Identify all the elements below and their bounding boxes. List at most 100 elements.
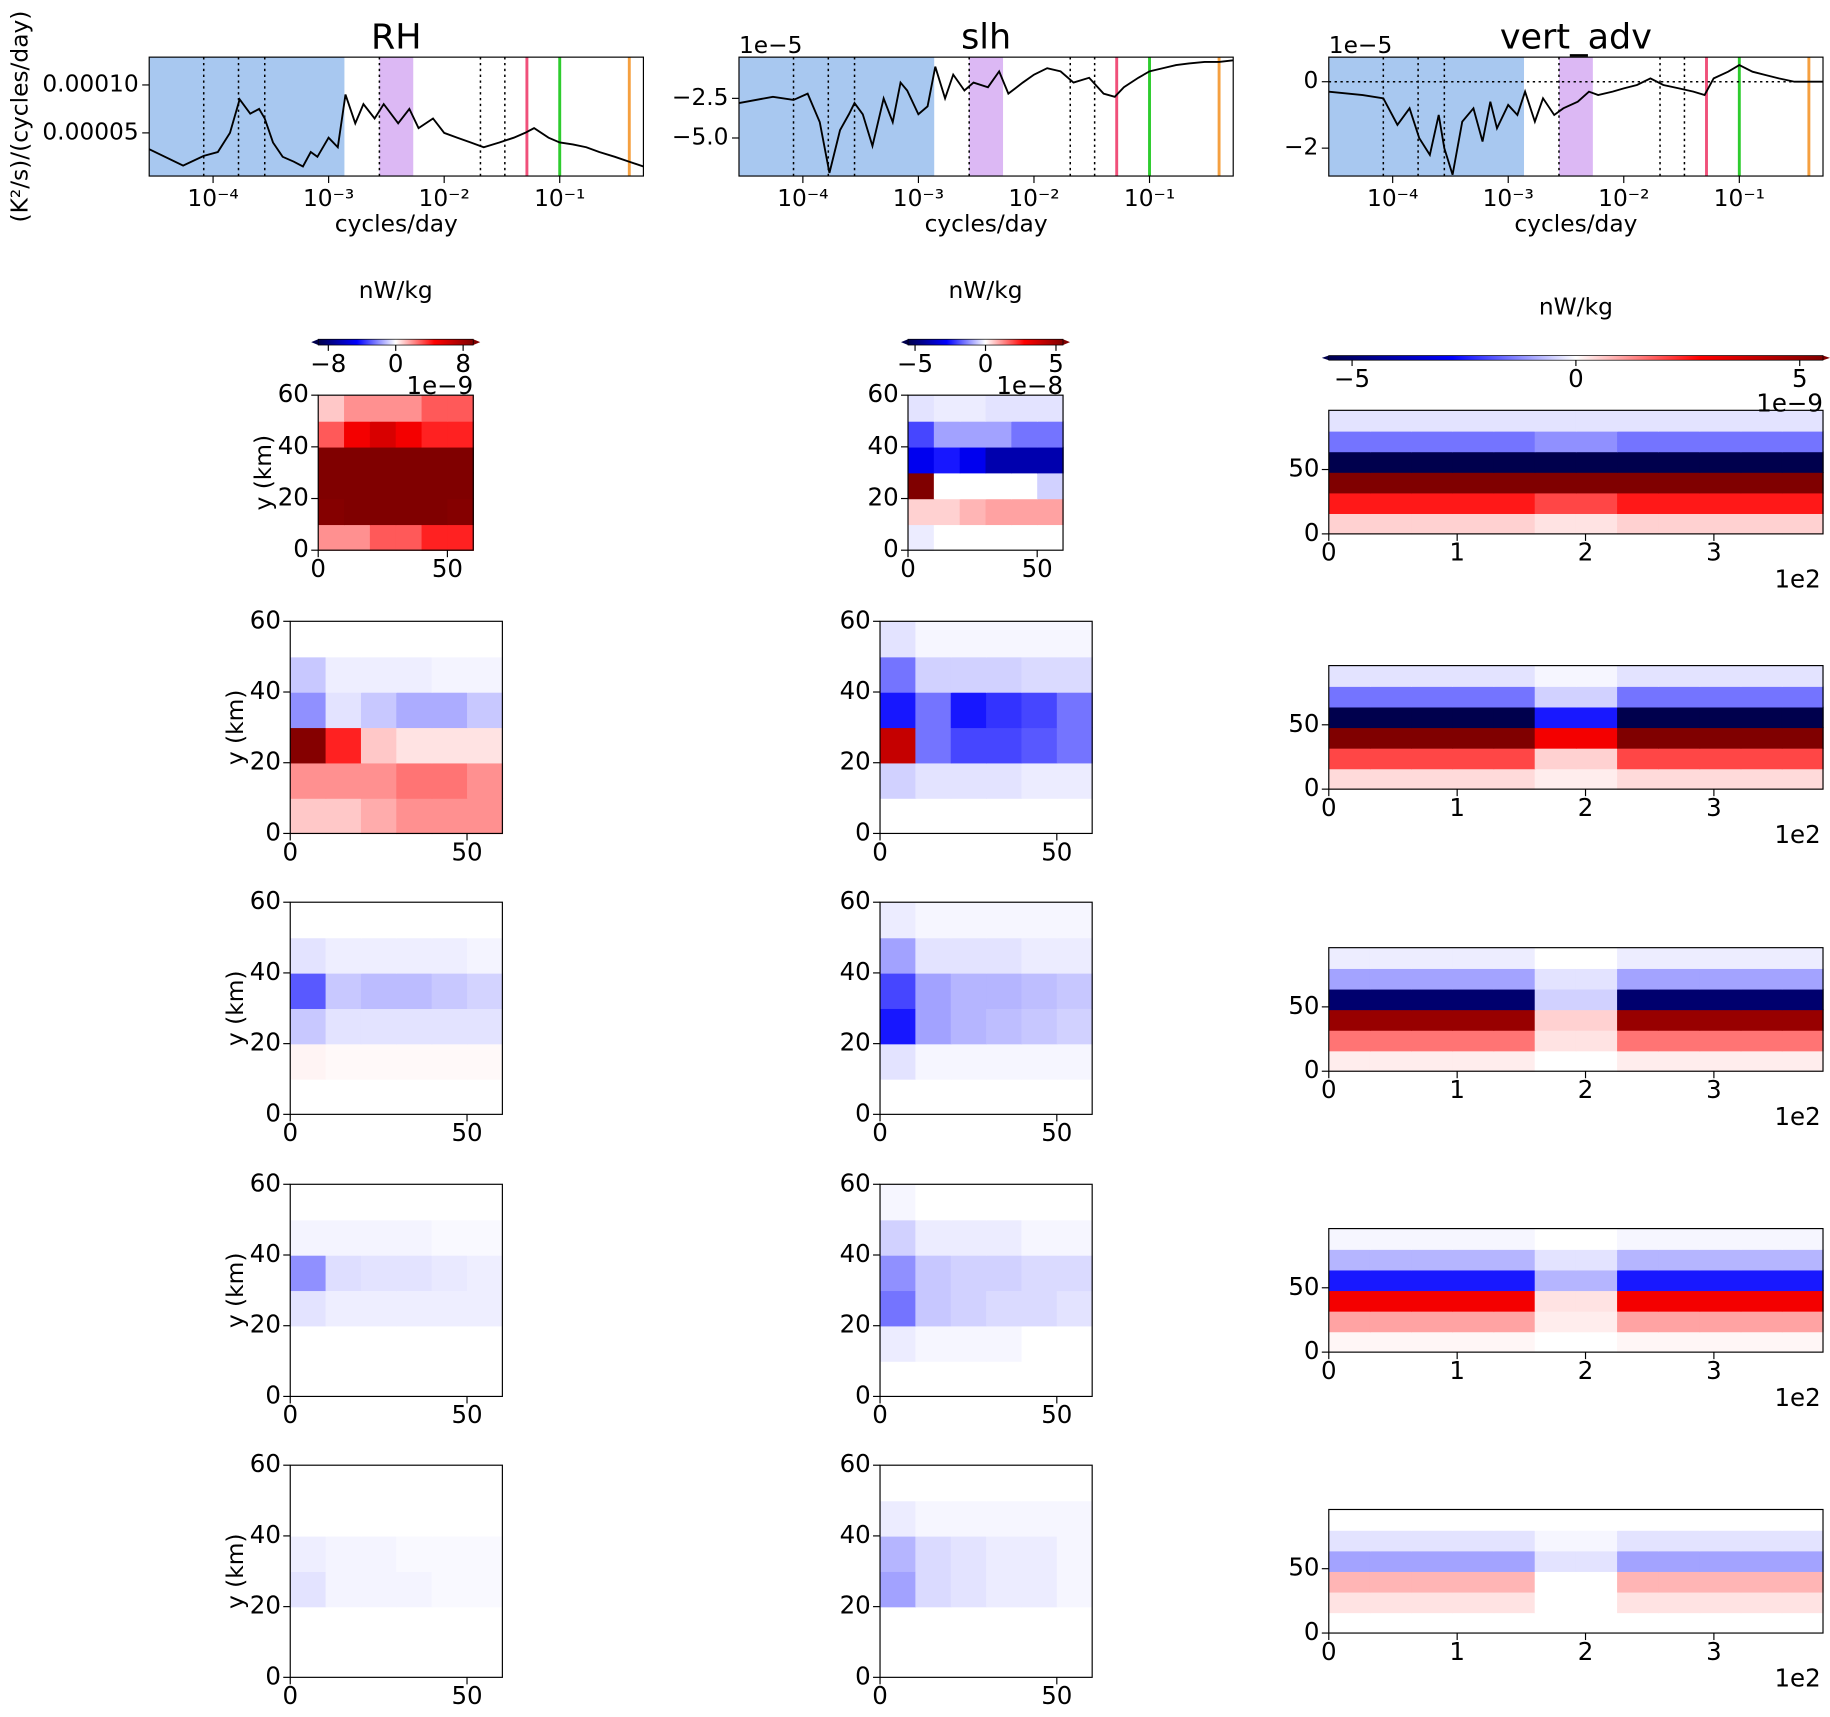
- heatmap-cell: [1328, 1228, 1371, 1250]
- heatmap-cell: [1658, 1228, 1701, 1250]
- heatmap-cell: [1781, 747, 1824, 770]
- heatmap-cell: [1011, 446, 1038, 474]
- heatmap-cell: [950, 1361, 987, 1398]
- heatmap-cell: [290, 1535, 327, 1572]
- heatmap-cell: [1011, 524, 1038, 551]
- heatmap-cell: [1411, 1509, 1454, 1531]
- heatmap-cell: [1781, 768, 1824, 790]
- heatmap-cell: [1452, 410, 1495, 432]
- heatmap-cell: [1575, 1050, 1618, 1072]
- heatmap-cell: [360, 621, 398, 658]
- heatmap-cell: [396, 1219, 433, 1256]
- band-span: [1328, 57, 1525, 177]
- heatmap-cell: [290, 1255, 327, 1292]
- heatmap-cell: [467, 798, 504, 835]
- heatmap-cell: [950, 798, 987, 835]
- heatmap-cell: [1740, 513, 1783, 535]
- heatmap-cell: [1617, 430, 1659, 453]
- heatmap-cell: [880, 1641, 917, 1679]
- heatmap-cell: [986, 798, 1023, 835]
- heatmap-cell: [880, 937, 917, 974]
- heatmap-cell: [421, 472, 449, 500]
- heatmap-cell: [1575, 1612, 1618, 1634]
- heatmap-cell: [880, 1078, 917, 1116]
- heatmap-cell: [467, 902, 504, 939]
- heatmap-panel: 0 50 0 20 40 60: [840, 886, 1093, 1147]
- heatmap-cell: [915, 1361, 952, 1398]
- heatmap-panel: 0 50 0 20 40 60y (km) −8 0 8 nW/kg 1e−9: [250, 277, 481, 583]
- heatmap-cell: [1658, 492, 1701, 514]
- heatmap-cell: [915, 798, 952, 835]
- y-tick-label: 0.00010: [42, 70, 138, 97]
- heatmap-cell: [1493, 968, 1536, 990]
- heatmap-cell: [1781, 1269, 1824, 1292]
- heatmap-cell: [1056, 727, 1093, 764]
- heatmap-cell: [344, 472, 371, 500]
- heatmap-cell: [1575, 1550, 1618, 1572]
- band-span: [379, 57, 414, 177]
- heatmap-cell: [431, 762, 468, 799]
- heatmap-cell: [986, 1290, 1023, 1327]
- x-tick-label: 0: [1321, 1637, 1337, 1666]
- heatmap-cell: [986, 1219, 1023, 1256]
- heatmap-cell: [1369, 727, 1412, 749]
- heatmap-cell: [1658, 1030, 1701, 1052]
- spectrum-panel: 10⁻⁴ 10⁻³ 10⁻² 10⁻¹ 0.00005 0.00010 RH cycles/d…: [6, 11, 644, 237]
- heatmap-cell: [290, 937, 327, 974]
- heatmap-cell: [1617, 513, 1659, 535]
- heatmap-cell: [915, 1184, 952, 1221]
- x-tick-label: 10⁻²: [1008, 185, 1059, 212]
- heatmap-panel: 0 50 0 20 40 60−5 0 5 nW/kg 1e−8: [868, 277, 1071, 583]
- heatmap-cell: [915, 1219, 952, 1256]
- heatmap-cell: [1699, 1009, 1742, 1031]
- y-tick-label: 0.00005: [42, 118, 138, 145]
- heatmap-cell: [1411, 1030, 1454, 1052]
- heatmap-cell: [1658, 1310, 1701, 1333]
- heatmap-cell: [1575, 1030, 1618, 1052]
- y-tick-label: 50: [1288, 1272, 1319, 1301]
- heatmap-cell: [1699, 768, 1742, 790]
- heatmap-cell: [1411, 768, 1454, 790]
- heatmap-cell: [1328, 947, 1371, 969]
- heatmap-cell: [1411, 1310, 1454, 1333]
- x-tick-label: 3: [1706, 1075, 1722, 1104]
- heatmap-cell: [325, 1078, 362, 1116]
- heatmap-cell: [396, 692, 433, 729]
- heatmap-cell: [1056, 1535, 1093, 1572]
- heatmap-cell: [1699, 968, 1742, 990]
- heatmap-cell: [1699, 1310, 1742, 1333]
- heatmap-cell: [1534, 1612, 1577, 1634]
- heatmap-cell: [950, 902, 987, 939]
- heatmap-cell: [325, 1325, 362, 1362]
- offset-text: 1e−5: [739, 32, 803, 59]
- heatmap-cell: [325, 1219, 362, 1256]
- heatmap-cell: [1740, 747, 1783, 770]
- heatmap-cell: [1658, 706, 1701, 729]
- y-tick-label: 20: [250, 747, 281, 776]
- heatmap-cell: [986, 727, 1023, 764]
- x-tick-label: 50: [1041, 837, 1072, 866]
- heatmap-cell: [1781, 1050, 1824, 1072]
- heatmap-cell: [986, 762, 1023, 799]
- heatmap-cell: [1658, 1269, 1701, 1292]
- heatmap-cell: [1740, 492, 1783, 514]
- heatmap-cell: [1617, 747, 1659, 770]
- x-tick-label: 0: [872, 1118, 888, 1147]
- heatmap-cell: [1617, 1571, 1659, 1593]
- band-span: [738, 57, 935, 177]
- heatmap-cell: [950, 727, 987, 764]
- heatmap-cell: [1369, 988, 1412, 1011]
- heatmap-cell: [880, 972, 917, 1009]
- heatmap-cell: [915, 1641, 952, 1679]
- heatmap-cell: [1575, 472, 1618, 494]
- heatmap-cell: [1781, 968, 1824, 990]
- heatmap-cell: [1740, 1591, 1783, 1614]
- heatmap-cell: [1493, 665, 1536, 687]
- heatmap-cell: [1493, 706, 1536, 729]
- y-tick-label: 0: [265, 1098, 281, 1127]
- heatmap-cell: [1740, 1331, 1783, 1353]
- heatmap-cell: [431, 1043, 468, 1080]
- heatmap-cell: [1781, 1509, 1824, 1531]
- heatmap-cell: [360, 1325, 398, 1362]
- colorbar-offset: 1e−9: [407, 371, 474, 400]
